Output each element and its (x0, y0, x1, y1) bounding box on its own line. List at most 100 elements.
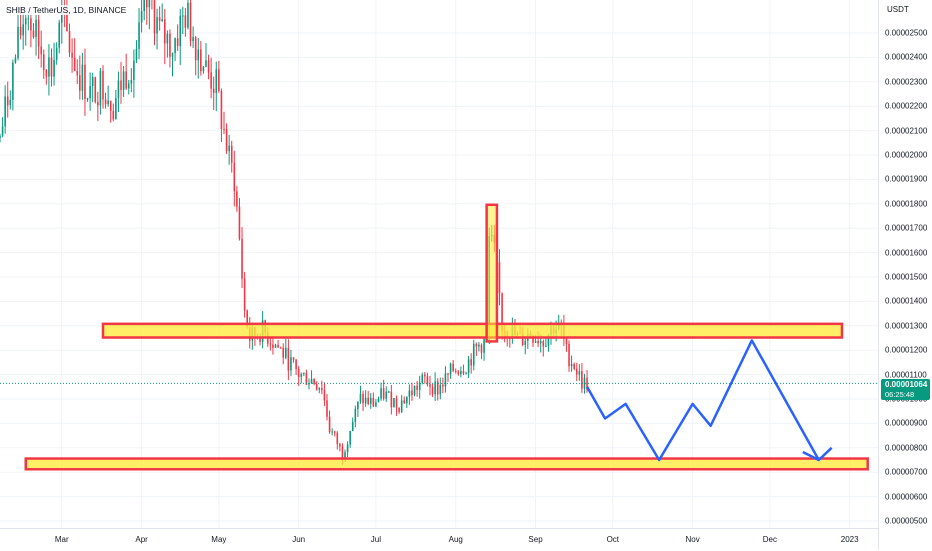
candle (76, 59, 79, 84)
candle-body (380, 388, 382, 399)
candle (135, 40, 138, 63)
candle (140, 0, 143, 33)
projection-arrowhead (802, 450, 820, 462)
candle (14, 54, 17, 64)
candle (210, 57, 212, 99)
candle (426, 372, 429, 387)
candle-body (308, 383, 310, 385)
candle-body (277, 344, 279, 348)
candle-body (86, 98, 89, 100)
candle (583, 373, 586, 394)
price-tick-label: 0.00002500 (885, 28, 928, 38)
candle (109, 100, 112, 123)
candle-body (32, 30, 35, 37)
candle-body (452, 363, 454, 371)
resistance-zone (101, 322, 844, 339)
candle (403, 396, 406, 404)
candle-body (48, 57, 50, 77)
candle (230, 140, 233, 173)
candle (220, 88, 223, 143)
price-tick-label: 0.00001400 (885, 296, 928, 306)
candle-body (349, 430, 351, 445)
candle (189, 0, 192, 47)
candle-body (300, 373, 303, 378)
candle (454, 368, 457, 374)
candle (32, 23, 35, 39)
candle-body (42, 54, 45, 70)
candle (107, 85, 109, 107)
candle-body (333, 431, 336, 433)
candle-body (406, 396, 408, 404)
candle (166, 30, 169, 58)
candle-body (163, 19, 166, 44)
candle (184, 7, 187, 37)
candle (91, 72, 94, 103)
candle-body (220, 91, 223, 130)
candle-body (225, 129, 228, 152)
time-tick-label: Jun (292, 535, 306, 544)
candle (357, 401, 359, 417)
candle (339, 442, 341, 452)
candle-body (472, 343, 475, 366)
candle (315, 381, 318, 391)
candle-body (282, 347, 285, 358)
candle (112, 103, 115, 122)
candle (467, 355, 470, 379)
price-axis-unit: USDT (887, 5, 909, 14)
candle-body (285, 347, 287, 358)
candle (163, 8, 166, 65)
candle (439, 377, 442, 400)
candle (581, 362, 583, 394)
symbol-title[interactable]: SHIB / TetherUS, 1D, BINANCE (4, 5, 129, 15)
candle-body (6, 96, 9, 106)
candle (349, 430, 351, 448)
candle-body (400, 400, 403, 413)
price-tick-label: 0.00001600 (885, 248, 928, 258)
candle-body (212, 88, 215, 94)
candle (192, 26, 194, 48)
candle (308, 378, 310, 390)
chart-plot-area[interactable]: SHIB / TetherUS, 1D, BINANCE (0, 0, 878, 528)
candle-body (521, 333, 524, 345)
candle (148, 0, 151, 30)
candle (151, 0, 153, 10)
candle-body (182, 15, 184, 17)
time-axis[interactable]: Mar Apr May Jun Jul Aug Sep Oct Nov Dec 2023 (0, 528, 878, 551)
price-tick-label: 0.00001700 (885, 223, 928, 233)
candle (58, 19, 61, 54)
candle (176, 24, 179, 51)
candle (104, 92, 107, 109)
candle (282, 343, 285, 365)
candle (194, 35, 197, 76)
price-axis[interactable]: USDT 0.00002500 0.00002400 0.00002300 0.000… (878, 0, 932, 550)
candle (413, 385, 416, 397)
candle (68, 23, 71, 58)
candle-body (89, 86, 91, 99)
candle-body (22, 24, 24, 36)
candle (290, 349, 292, 376)
candle-body (537, 340, 539, 344)
candle-body (418, 382, 421, 390)
candle-body (331, 431, 333, 433)
candle (398, 407, 400, 414)
chart-canvas[interactable] (0, 0, 878, 528)
price-tick-label: 0.00000800 (885, 443, 928, 453)
candle-body (429, 384, 431, 387)
time-tick-label: Dec (762, 535, 777, 544)
candle-body (55, 47, 58, 60)
candle-body (218, 69, 220, 92)
price-tick-label: 0.00001500 (885, 272, 928, 282)
candle-body (436, 381, 439, 395)
candle-body (135, 48, 138, 61)
candle (225, 123, 228, 154)
candle-body (174, 38, 176, 53)
candle-body (27, 18, 30, 20)
candle (424, 371, 426, 384)
candle-body (524, 340, 527, 345)
candle-body (310, 378, 313, 384)
candle (182, 6, 184, 35)
candle-body (570, 363, 573, 367)
candle-body (24, 18, 27, 25)
candle (377, 396, 380, 403)
candle (351, 417, 354, 432)
